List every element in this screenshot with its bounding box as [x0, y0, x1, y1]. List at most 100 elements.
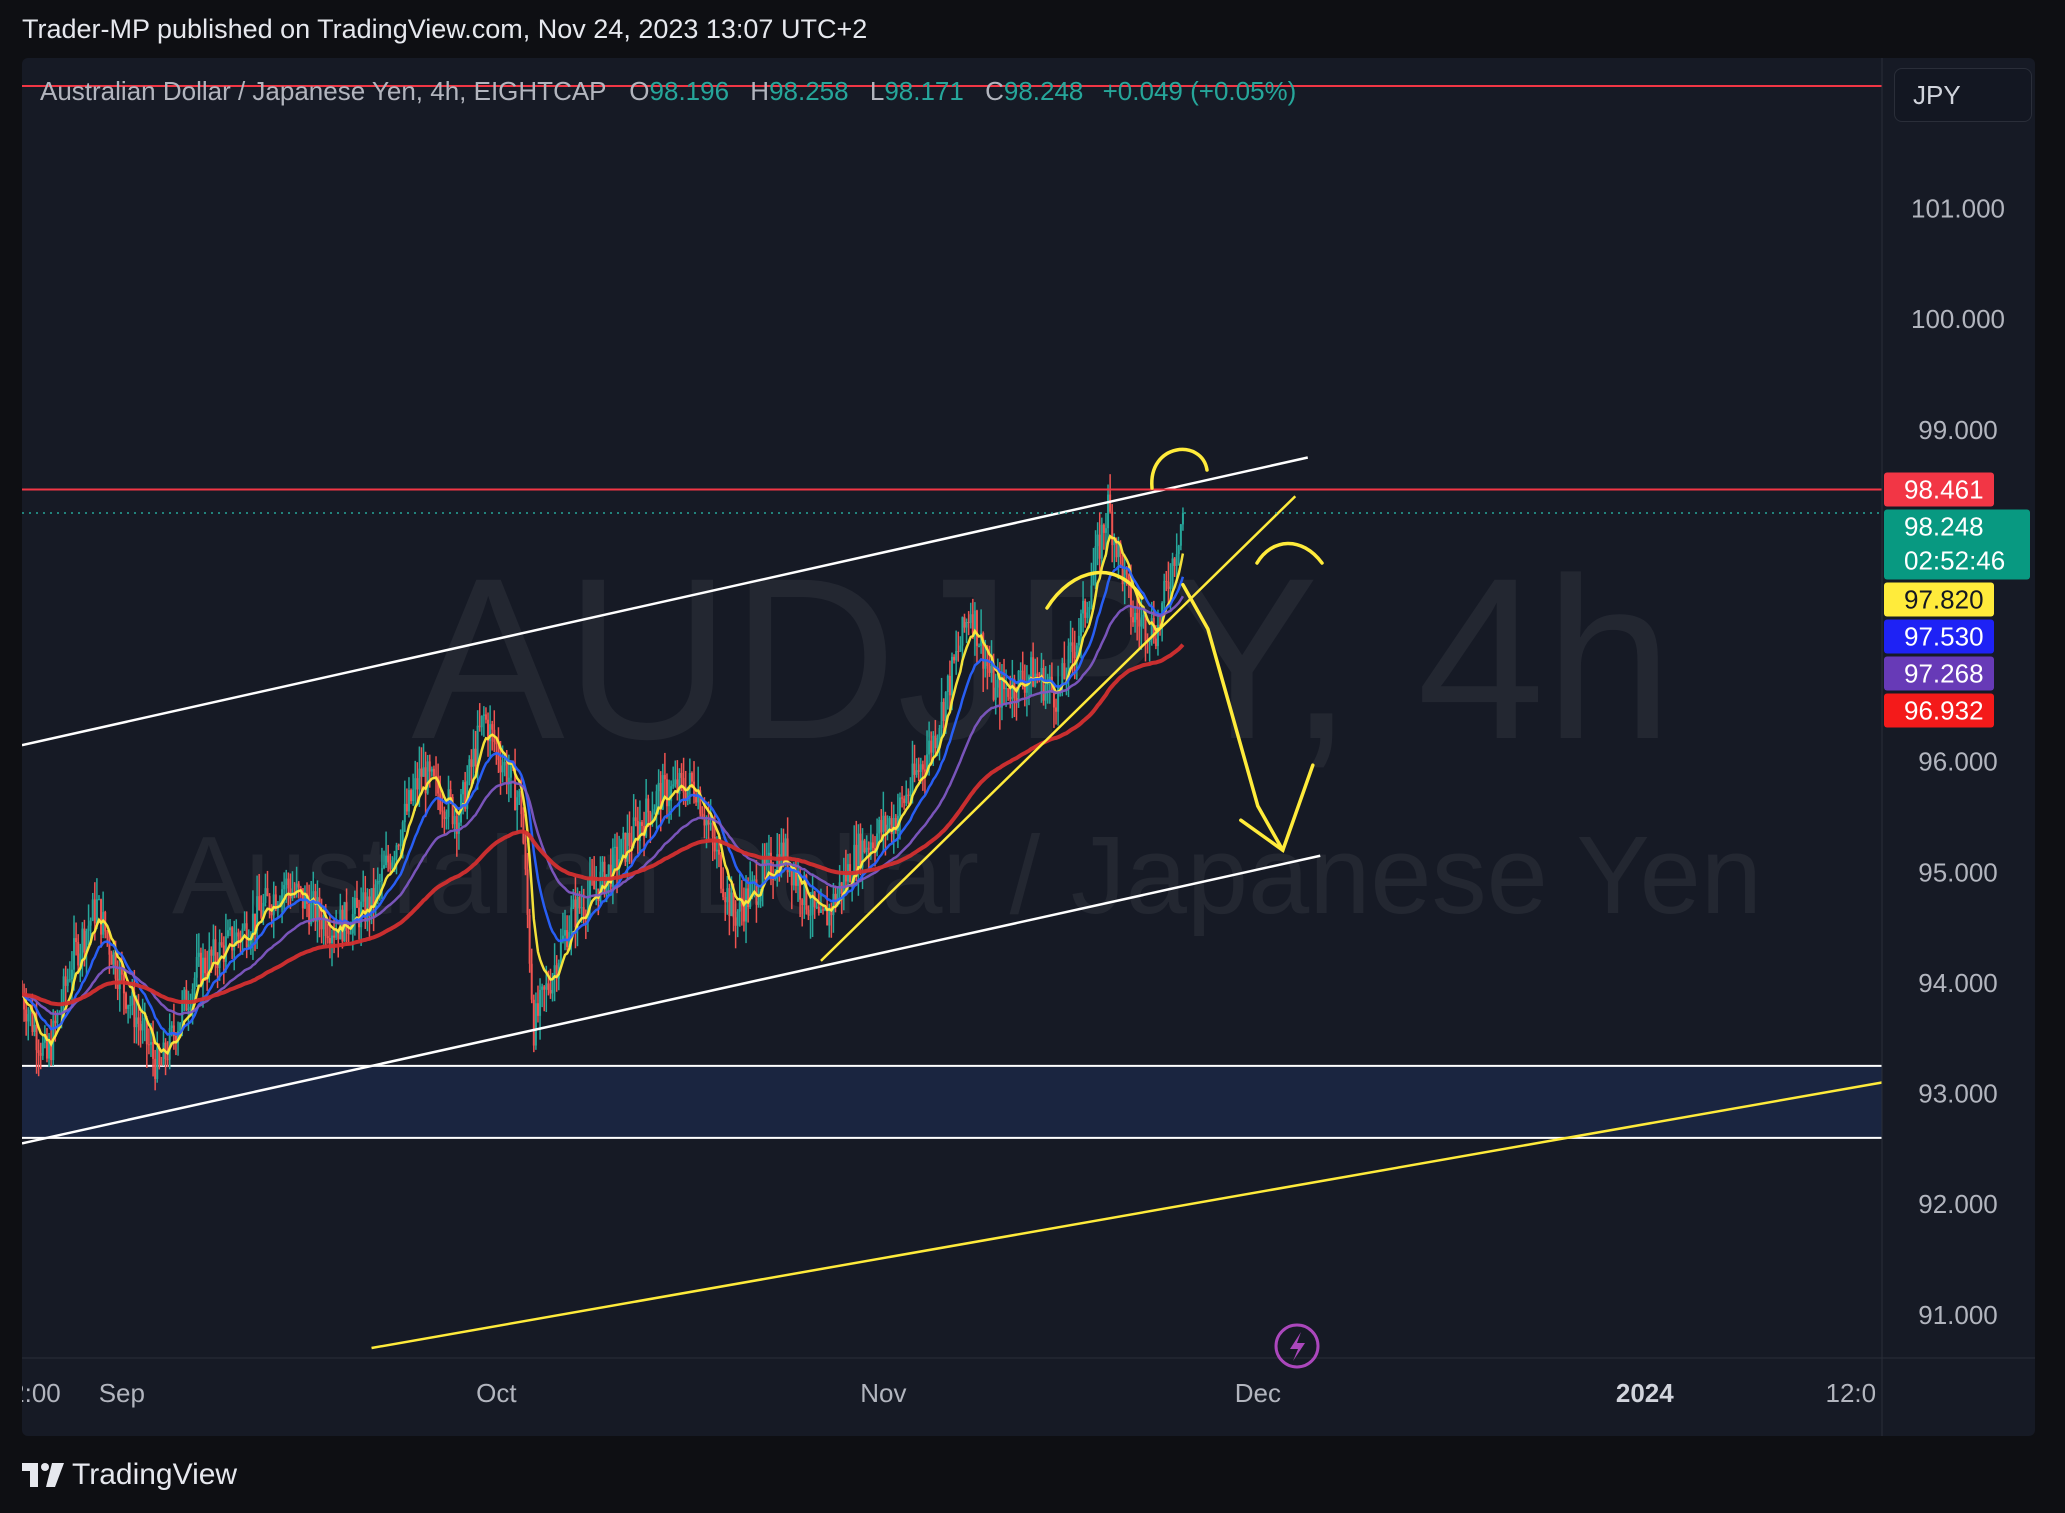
candle: [559, 928, 562, 968]
candle-body: [680, 772, 683, 778]
candle-body: [355, 897, 358, 908]
candle-body: [162, 1042, 165, 1065]
candle: [1111, 504, 1114, 563]
candle-body: [955, 651, 958, 661]
candle-body: [549, 989, 552, 994]
candle: [62, 968, 65, 1017]
candle-body: [310, 899, 313, 925]
candle-body: [1021, 670, 1024, 684]
candle-body: [245, 923, 248, 947]
candle: [183, 987, 186, 1012]
candle-body: [1113, 539, 1116, 546]
candle: [478, 703, 481, 732]
candle: [736, 909, 739, 938]
candle-body: [982, 633, 985, 669]
candle-body: [1154, 638, 1157, 647]
candle: [154, 1049, 157, 1091]
candle: [1100, 517, 1103, 567]
candle: [1121, 554, 1124, 592]
candle-body: [1150, 618, 1153, 640]
candle-body: [1156, 624, 1159, 647]
candle: [276, 900, 279, 918]
candle-body: [1092, 570, 1095, 586]
candle: [303, 885, 306, 910]
candle: [1052, 688, 1055, 728]
candle: [809, 891, 812, 939]
candle-body: [202, 957, 205, 985]
candle: [435, 756, 438, 797]
candle: [197, 933, 200, 967]
candle: [135, 995, 138, 1044]
candle: [424, 751, 427, 818]
candle: [865, 835, 868, 859]
candle-body: [106, 931, 109, 939]
candle: [963, 613, 966, 633]
price-tick-label: 94.000: [1918, 968, 1998, 998]
candle-body: [988, 666, 991, 673]
candle: [882, 791, 885, 852]
candle-body: [761, 859, 764, 892]
candle-body: [181, 1001, 184, 1023]
candle: [1177, 544, 1180, 566]
candle: [745, 875, 748, 944]
candle-body: [1046, 682, 1049, 686]
candle: [682, 757, 685, 805]
tradingview-brand[interactable]: TradingView: [22, 1458, 237, 1492]
candle-body: [324, 914, 327, 937]
candle: [1167, 561, 1170, 606]
candle-body: [1171, 558, 1174, 587]
candle-body: [961, 617, 964, 646]
candle: [1181, 507, 1184, 531]
candle: [482, 706, 485, 737]
candle: [29, 1008, 32, 1027]
candle-body: [901, 797, 904, 799]
candle-body: [857, 833, 860, 874]
candle: [139, 1011, 142, 1048]
candle-body: [561, 935, 564, 942]
candle-body: [114, 952, 117, 979]
currency-button[interactable]: JPY: [1894, 68, 2032, 122]
candle: [318, 887, 321, 938]
candle-body: [491, 724, 494, 730]
candle-body: [518, 791, 521, 798]
candle: [955, 630, 958, 675]
candle-body: [1169, 586, 1172, 589]
candle-body: [1104, 528, 1107, 533]
price-badge-bg: [1884, 509, 2030, 580]
candle-body: [1055, 707, 1058, 712]
time-tick-label: 12:00: [22, 1378, 61, 1408]
candle-body: [942, 701, 945, 722]
candle-body: [742, 906, 745, 922]
candle-body: [443, 811, 446, 820]
candle: [237, 928, 240, 949]
candle-body: [112, 952, 115, 965]
candle: [761, 843, 764, 907]
chart-frame[interactable]: AUDJPY, 4h Australian Dollar / Japanese Y…: [22, 58, 2035, 1436]
candle-body: [125, 993, 128, 1009]
candle: [326, 923, 329, 944]
candle-body: [1007, 688, 1010, 697]
candle-body: [93, 899, 96, 924]
high-value: 98.258: [769, 76, 849, 106]
candle-body: [480, 715, 483, 728]
candle-body: [611, 847, 614, 887]
candle-body: [249, 938, 252, 945]
candle-body: [441, 810, 444, 812]
low-value: 98.171: [884, 76, 964, 106]
candle-body: [636, 820, 639, 841]
candle-body: [476, 725, 479, 767]
candle-body: [193, 977, 196, 989]
candle-body: [445, 816, 448, 820]
candle-body: [349, 933, 352, 935]
candle-body: [626, 832, 629, 862]
candle-body: [994, 687, 997, 700]
candle: [722, 867, 725, 901]
candle-body: [1127, 574, 1130, 583]
candle-body: [930, 740, 933, 753]
candle: [659, 771, 662, 832]
price-tick-label: 91.000: [1918, 1300, 1998, 1330]
candle-body: [1179, 524, 1182, 546]
candle: [1090, 562, 1093, 610]
candle: [632, 794, 635, 849]
